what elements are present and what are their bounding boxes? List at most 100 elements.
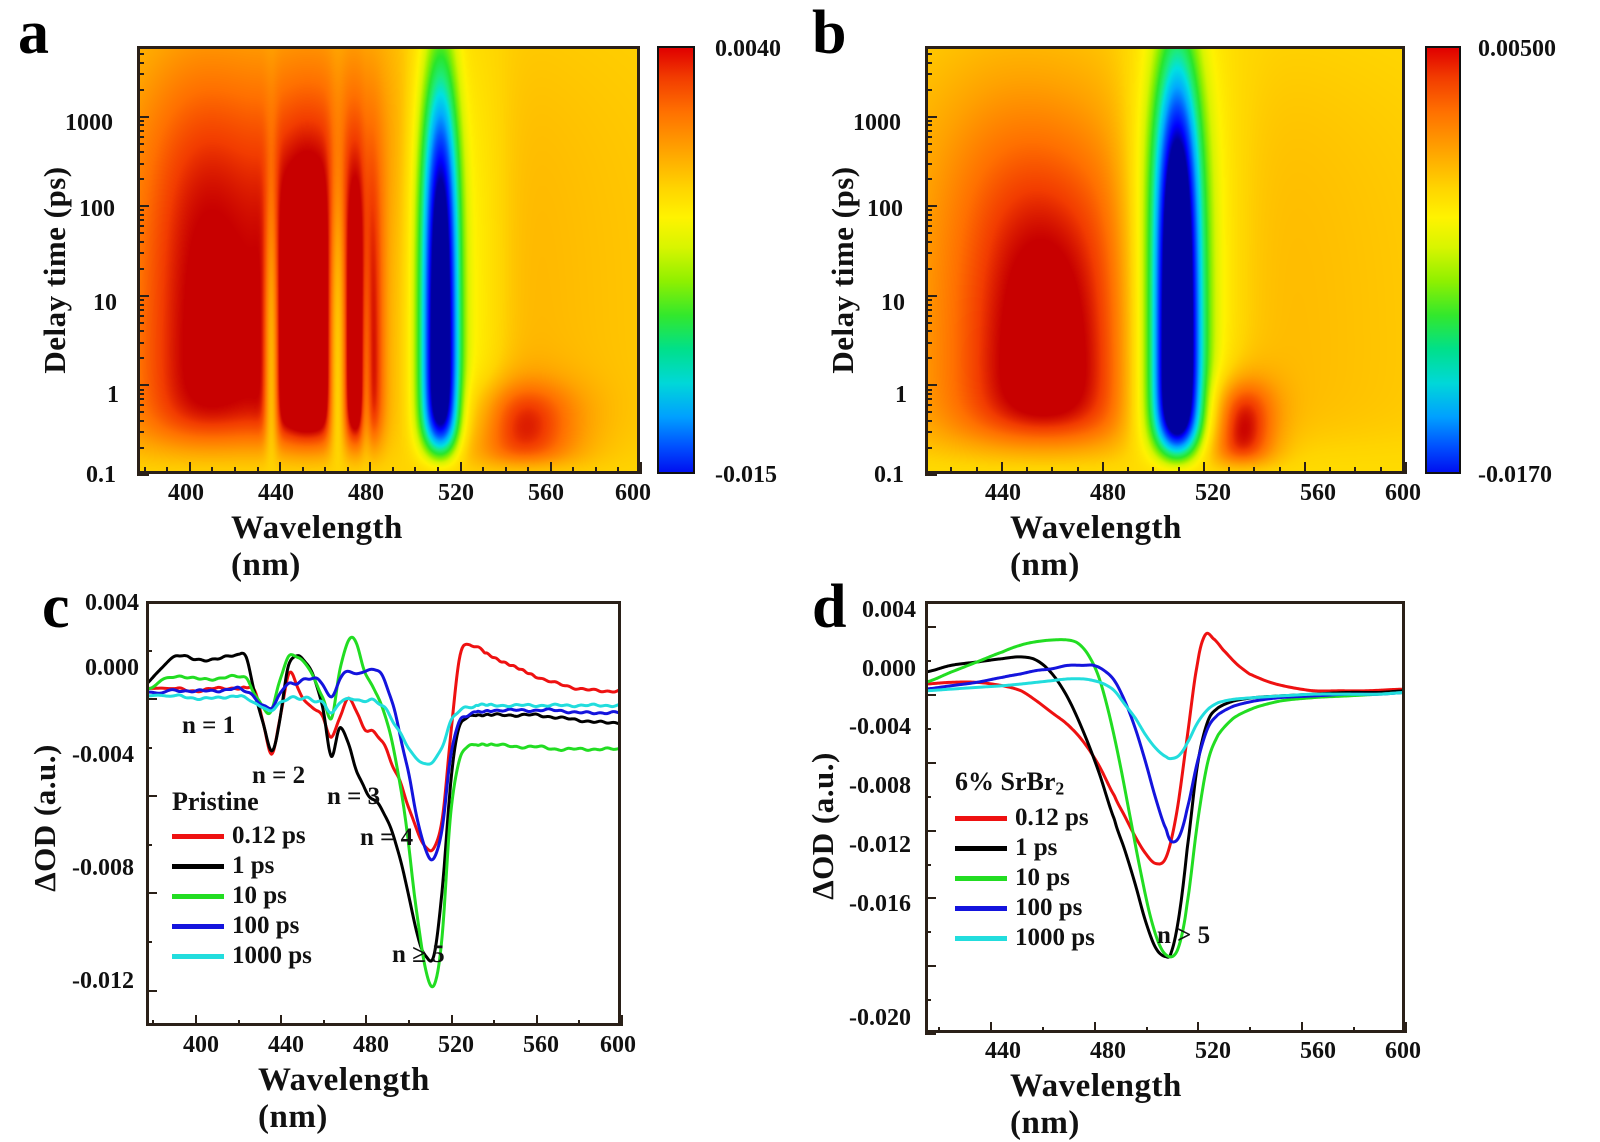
axis-tick (146, 941, 152, 943)
axis-tick (925, 1033, 936, 1035)
axis-tick (925, 214, 932, 216)
axis-tick (189, 462, 191, 474)
axis-tick (137, 120, 144, 122)
panel-d-ytick--0.012: -0.012 (849, 832, 911, 858)
axis-tick (1077, 467, 1079, 474)
axis-tick (137, 143, 144, 145)
panel-d-ytick--0.004: -0.004 (849, 714, 911, 740)
panel-c-legend-swatch-2 (172, 893, 224, 899)
axis-tick (925, 398, 932, 400)
axis-tick (578, 1020, 580, 1026)
axis-tick (302, 467, 304, 474)
axis-tick (925, 626, 936, 628)
axis-tick (976, 467, 978, 474)
panel-d-legend-item-0[interactable]: 0.12 ps (955, 803, 1095, 833)
axis-tick (137, 225, 144, 227)
panel-d-legend-item-4[interactable]: 1000 ps (955, 923, 1095, 953)
axis-tick (146, 601, 157, 603)
axis-tick (925, 295, 937, 297)
axis-tick (137, 389, 144, 391)
panel-a-ytick-100: 100 (79, 196, 115, 222)
panel-c-plot-frame (146, 601, 621, 1026)
axis-tick (621, 1015, 623, 1026)
axis-tick (925, 420, 932, 422)
panel-c-legend-item-3[interactable]: 100 ps (172, 911, 312, 941)
panel-c-ytick--0.004: -0.004 (72, 742, 134, 768)
panel-d-legend-item-2[interactable]: 10 ps (955, 863, 1095, 893)
axis-tick (482, 467, 484, 474)
axis-tick (1253, 467, 1255, 474)
axis-tick (146, 990, 157, 992)
panel-b-xlabel: Wavelength (nm) (1010, 510, 1182, 583)
axis-tick (493, 1020, 495, 1026)
panel-a-label: a (18, 0, 49, 67)
panel-c-xlabel: Wavelength (nm) (258, 1062, 430, 1135)
axis-tick (137, 205, 149, 207)
axis-tick (925, 447, 932, 449)
panel-c-ytick--0.012: -0.012 (72, 968, 134, 994)
panel-c-legend-label-0: 0.12 ps (232, 822, 306, 849)
axis-tick (990, 1022, 992, 1033)
axis-tick (925, 53, 932, 55)
axis-tick (137, 268, 144, 270)
axis-tick (1127, 467, 1129, 474)
panel-d-legend-label-4: 1000 ps (1015, 924, 1095, 952)
axis-tick (925, 73, 932, 75)
panel-c-legend-item-0[interactable]: 0.12 ps (172, 821, 312, 851)
axis-tick (347, 467, 349, 474)
axis-tick (1301, 1022, 1303, 1033)
axis-tick (1051, 467, 1053, 474)
panel-c-legend-swatch-0 (172, 833, 224, 839)
axis-tick (137, 46, 144, 48)
axis-tick (925, 232, 932, 234)
axis-tick (925, 830, 936, 832)
panel-b-xtick-600: 600 (1385, 480, 1421, 506)
panel-d-legend-item-1[interactable]: 1 ps (955, 833, 1095, 863)
panel-d-legend-item-3[interactable]: 100 ps (955, 893, 1095, 923)
panel-b-xtick-440: 440 (985, 480, 1021, 506)
axis-tick (1178, 467, 1180, 474)
axis-tick (1094, 1022, 1096, 1033)
axis-tick (925, 299, 932, 301)
axis-tick (137, 219, 144, 221)
panel-a-colorbar (657, 46, 695, 474)
panel-a-colorbar-min: -0.015 (715, 462, 777, 488)
axis-tick (925, 163, 932, 165)
panel-c-legend-title: Pristine (172, 787, 259, 816)
panel-c-legend-item-4[interactable]: 1000 ps (172, 941, 312, 971)
axis-tick (925, 357, 932, 359)
axis-tick (137, 178, 144, 180)
axis-tick (1304, 462, 1306, 474)
axis-tick (137, 295, 149, 297)
panel-d-legend-label-1: 1 ps (1015, 834, 1058, 862)
axis-tick (925, 474, 937, 476)
series-line-1-ps (146, 651, 621, 963)
axis-tick (146, 892, 157, 894)
axis-tick (925, 864, 931, 866)
axis-tick (950, 467, 952, 474)
panel-d-ytick--0.016: -0.016 (849, 891, 911, 917)
axis-tick (137, 342, 144, 344)
panel-c-legend-swatch-1 (172, 863, 224, 869)
panel-c-legend-item-1[interactable]: 1 ps (172, 851, 312, 881)
axis-tick (925, 130, 932, 132)
axis-tick (1405, 1022, 1407, 1033)
axis-tick (460, 462, 462, 474)
panel-d-legend-label-2: 10 ps (1015, 864, 1070, 892)
panel-d-legend-swatch-0 (955, 815, 1007, 821)
panel-c-legend-item-2[interactable]: 10 ps (172, 881, 312, 911)
panel-b-ytick-0.1: 0.1 (874, 462, 904, 488)
panel-b-ylabel: Delay time (ps) (825, 166, 860, 374)
axis-tick (137, 232, 144, 234)
panel-b-colorbar (1425, 46, 1461, 474)
axis-tick (1329, 467, 1331, 474)
axis-tick (550, 462, 552, 474)
panel-b-ytick-1: 1 (895, 382, 907, 408)
axis-tick (1380, 467, 1382, 474)
axis-tick (152, 1020, 154, 1026)
axis-tick (137, 73, 144, 75)
axis-tick (527, 467, 529, 474)
axis-tick (146, 844, 152, 846)
axis-tick (925, 999, 931, 1001)
axis-tick (925, 209, 932, 211)
